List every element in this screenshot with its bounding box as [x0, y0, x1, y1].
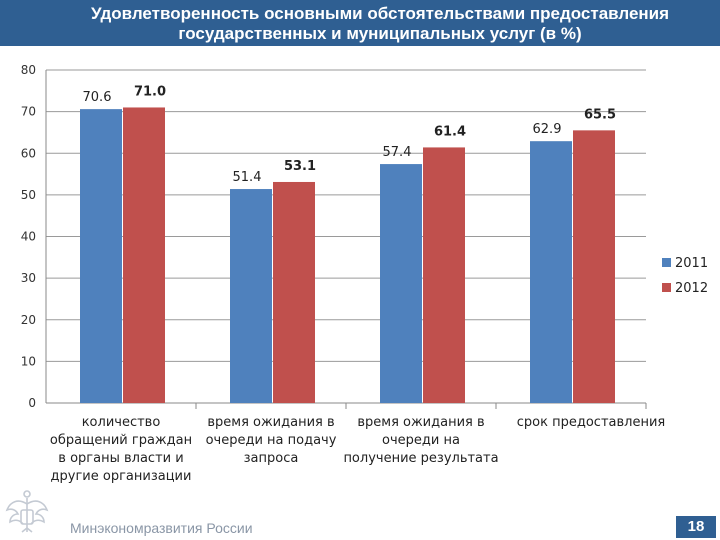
y-tick-label: 70 [21, 105, 36, 119]
bar-2012 [423, 147, 465, 403]
bar-2011 [530, 141, 572, 403]
x-category-label: срок предоставления [517, 415, 665, 430]
x-category-label-line: очереди на подачу [206, 433, 337, 448]
data-label: 57.4 [383, 145, 412, 160]
data-label: 65.5 [584, 107, 616, 122]
header-banner: Удовлетворенность основными обстоятельст… [0, 0, 720, 46]
legend-swatch-2012 [662, 283, 671, 292]
x-category-label: время ожидания в очереди на получение резу… [343, 415, 498, 466]
bar-2012 [123, 107, 165, 404]
legend-label: 2012 [675, 281, 708, 296]
data-label: 51.4 [233, 170, 262, 185]
y-tick-label: 20 [21, 313, 36, 327]
bar-2012 [273, 181, 315, 403]
y-tick-label: 80 [21, 63, 36, 77]
data-label: 71.0 [134, 84, 166, 99]
y-tick-label: 10 [21, 354, 36, 368]
data-label: 53.1 [284, 159, 316, 174]
x-category-label: количество обращений граждан в органы влас… [50, 415, 192, 484]
data-label: 62.9 [533, 122, 562, 137]
legend-label: 2011 [675, 256, 708, 271]
x-category-label-line: обращений граждан [50, 433, 192, 448]
bar-2012 [573, 130, 615, 403]
x-category-label-line: срок предоставления [517, 415, 665, 430]
y-tick-label: 60 [21, 146, 36, 160]
bar-2011 [80, 109, 122, 403]
x-category-label-line: количество [82, 415, 161, 430]
page-title: Удовлетворенность основными обстоятельст… [40, 4, 720, 44]
x-category-label-line: очереди на [382, 433, 460, 448]
bar-2011 [230, 189, 272, 403]
bar-chart: 0 10 20 30 40 50 60 70 80 70.6 71.0 количество обращ… [21, 63, 708, 484]
x-category-label-line: в органы власти и [58, 451, 183, 466]
y-tick-label: 30 [21, 271, 36, 285]
x-category-label-line: получение результата [343, 451, 498, 466]
x-category-label-line: время ожидания в [357, 415, 484, 430]
x-category-label-line: время ожидания в [207, 415, 334, 430]
title-line: Удовлетворенность основными обстоятельст… [90, 4, 670, 23]
footer-org-name: Минэкономразвития России [70, 520, 253, 536]
y-tick-label: 50 [21, 188, 36, 202]
x-category-label: время ожидания в очереди на подачу запроса [206, 415, 337, 466]
data-label: 61.4 [434, 124, 466, 139]
page-number: 18 [676, 516, 716, 538]
legend-swatch-2011 [662, 258, 671, 267]
data-label: 70.6 [83, 90, 112, 105]
x-category-label-line: запроса [244, 451, 299, 466]
y-tick-label: 40 [21, 230, 36, 244]
bar-2011 [380, 164, 422, 403]
title-line: государственных и муниципальных услуг (в… [178, 24, 582, 43]
coat-of-arms-icon [5, 490, 49, 533]
x-category-label-line: другие организации [51, 469, 192, 484]
y-tick-label: 0 [28, 396, 36, 410]
